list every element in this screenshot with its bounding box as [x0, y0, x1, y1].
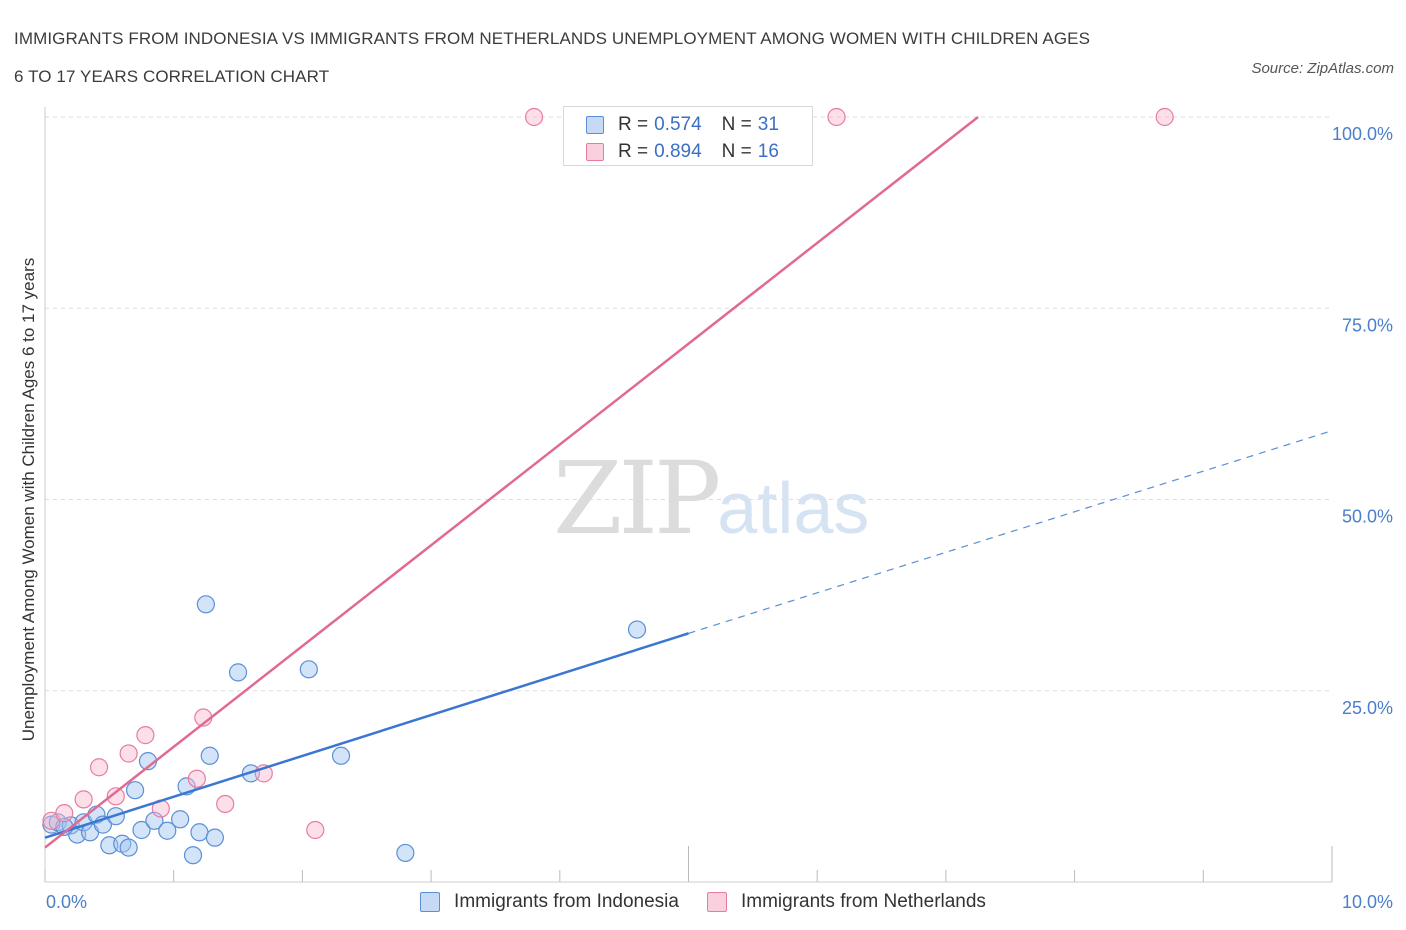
legend-r-label: R = — [618, 141, 649, 162]
data-point-netherlands — [827, 107, 846, 127]
data-point-netherlands — [187, 769, 206, 788]
y-tick-label: 75.0% — [1342, 315, 1393, 335]
y-tick-label: 100.0% — [1332, 124, 1393, 144]
data-point-indonesia — [132, 820, 151, 840]
legend-swatch-indonesia — [420, 892, 441, 912]
data-point-indonesia — [183, 846, 203, 865]
data-point-indonesia — [205, 828, 224, 847]
data-point-indonesia — [228, 663, 248, 682]
legend-r-value: 0.574 — [654, 114, 702, 135]
legend-label-indonesia: Immigrants from Indonesia — [454, 891, 679, 912]
chart-title: IMMIGRANTS FROM INDONESIA VS IMMIGRANTS … — [14, 20, 1214, 96]
legend-r-label: R = — [618, 114, 649, 135]
legend-n-value: 16 — [757, 141, 779, 162]
trendline-netherlands — [44, 116, 979, 849]
data-point-netherlands — [1155, 107, 1174, 127]
legend-swatch-netherlands — [586, 143, 604, 161]
data-point-netherlands — [74, 790, 93, 809]
legend-n-value: 31 — [757, 114, 779, 135]
x-tick-label: 10.0% — [1342, 892, 1393, 912]
data-point-indonesia — [196, 595, 215, 614]
legend-label-netherlands: Immigrants from Netherlands — [740, 891, 986, 912]
data-point-netherlands — [106, 787, 125, 806]
legend-n-label: N = — [721, 141, 752, 162]
source-credit: Source: ZipAtlas.com — [1251, 60, 1394, 77]
data-point-indonesia — [125, 781, 145, 800]
watermark-zip: ZIP — [553, 440, 721, 557]
legend-item-netherlands: Immigrants from Netherlands — [706, 891, 986, 913]
x-tick-label: 0.0% — [46, 892, 87, 912]
y-axis-title: Unemployment Among Women with Children A… — [19, 258, 38, 742]
data-point-indonesia — [627, 620, 647, 639]
data-point-indonesia — [119, 838, 138, 857]
y-tick-label: 50.0% — [1342, 507, 1393, 527]
watermark-atlas: atlas — [717, 469, 870, 549]
chart-title-line1: IMMIGRANTS FROM INDONESIA VS IMMIGRANTS … — [14, 29, 1091, 48]
legend-r-value: 0.894 — [654, 141, 702, 162]
data-point-indonesia — [158, 821, 177, 840]
data-point-netherlands — [89, 758, 109, 777]
data-point-indonesia — [200, 746, 219, 765]
data-point-netherlands — [216, 794, 235, 814]
watermark: ZIPatlas — [553, 440, 869, 557]
trendline-indonesia — [44, 632, 689, 839]
data-point-indonesia — [190, 823, 209, 842]
chart-title-line2: 6 TO 17 YEARS CORRELATION CHART — [14, 67, 330, 86]
y-tick-label: 25.0% — [1342, 698, 1393, 718]
legend-n-label: N = — [721, 114, 752, 135]
data-point-indonesia — [299, 660, 318, 679]
data-point-indonesia — [396, 843, 415, 863]
legend-swatch-indonesia — [586, 116, 604, 134]
data-point-netherlands — [55, 804, 74, 823]
trendline-indonesia-projection — [688, 430, 1333, 634]
legend-item-indonesia: Immigrants from Indonesia — [420, 891, 679, 913]
legend-row-indonesia: R = 0.574 N = 31 — [586, 111, 779, 139]
correlation-legend: R = 0.574 N = 31 R = 0.894 N = 16 — [563, 106, 813, 166]
data-point-netherlands — [119, 744, 138, 763]
data-point-indonesia — [171, 810, 190, 829]
series-legend: Immigrants from Indonesia Immigrants fro… — [0, 888, 1406, 916]
data-point-indonesia — [331, 746, 351, 765]
data-point-netherlands — [136, 726, 155, 745]
data-point-netherlands — [306, 820, 325, 840]
legend-swatch-netherlands — [706, 892, 727, 912]
data-point-netherlands — [524, 107, 544, 127]
legend-row-netherlands: R = 0.894 N = 16 — [586, 138, 779, 166]
